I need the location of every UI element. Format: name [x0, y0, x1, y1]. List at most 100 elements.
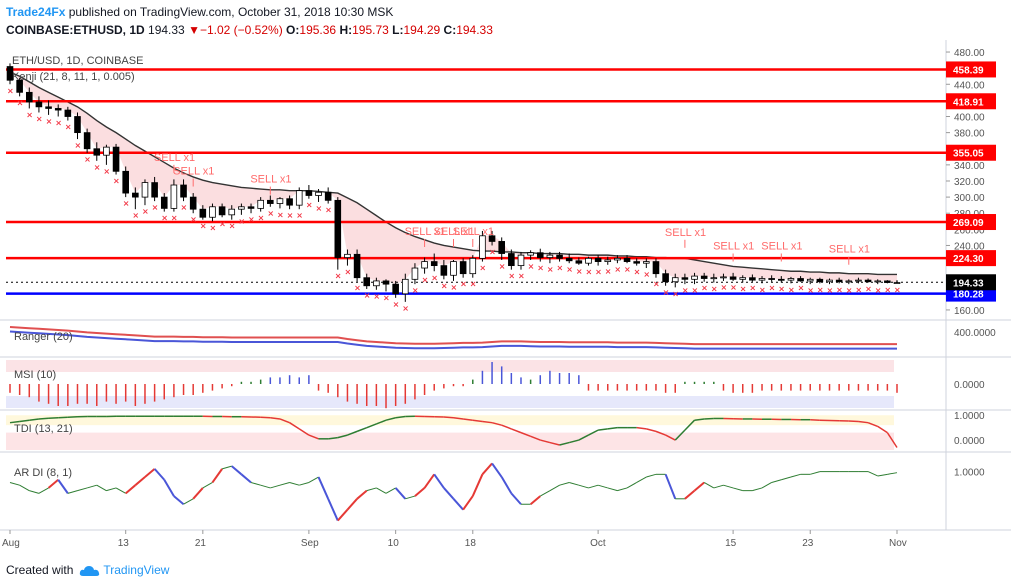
candle-body — [835, 279, 843, 283]
tdi-segment — [511, 428, 522, 434]
candle-body — [855, 279, 862, 282]
sell-signal-label: SELL x1 — [434, 226, 475, 238]
candle-body — [151, 182, 158, 198]
ardi-segment — [317, 476, 330, 500]
trail-marker: × — [720, 283, 727, 292]
candle-body — [498, 241, 505, 254]
x-tick-label: 23 — [802, 538, 814, 549]
candle-body — [758, 278, 766, 281]
trail-marker: × — [672, 289, 679, 298]
ardi-segment — [578, 484, 589, 489]
ardi-segment — [47, 478, 59, 489]
candle-body — [729, 276, 737, 280]
trail-marker: × — [219, 219, 226, 228]
close-value: 194.33 — [456, 23, 493, 37]
candle-body — [218, 206, 226, 216]
tdi-segment — [376, 419, 387, 425]
ardi-segment — [462, 495, 474, 511]
tdi-segment — [636, 426, 647, 430]
candle-body — [440, 265, 448, 276]
ardi-segment — [337, 509, 349, 522]
ardi-segment — [183, 498, 194, 505]
trail-marker: × — [354, 284, 361, 293]
trail-marker: × — [412, 286, 419, 295]
ardi-segment — [867, 471, 878, 477]
tdi-segment — [289, 422, 300, 430]
ardi-segment — [9, 481, 20, 486]
candle-body — [459, 261, 467, 275]
trail-marker: × — [711, 285, 718, 294]
trail-marker: × — [200, 222, 207, 231]
level-badge — [946, 93, 996, 110]
trail-marker: × — [238, 217, 245, 226]
tdi-segment — [694, 418, 705, 421]
footer: Created with TradingView — [6, 563, 169, 577]
ardi-segment — [346, 498, 358, 511]
chart-area[interactable]: 160.00180.00200.00220.00240.00260.00280.… — [0, 40, 1011, 560]
candle-body — [546, 254, 554, 258]
ardi-segment — [597, 484, 608, 489]
ardi-segment — [646, 473, 657, 478]
trail-marker: × — [547, 265, 554, 274]
candle-body — [614, 257, 621, 261]
ardi-segment — [376, 487, 387, 494]
sell-signal-label: SELL x1 — [405, 226, 446, 238]
candle-body — [305, 190, 313, 196]
ranger-axis-label: 400.0000 — [954, 328, 996, 339]
tdi-segment — [29, 418, 40, 421]
trail-marker: × — [422, 276, 429, 285]
trail-marker: × — [865, 285, 872, 294]
ardi-segment — [279, 481, 290, 486]
sell-signal-label: SELL x1 — [250, 174, 291, 186]
trail-marker: × — [132, 211, 139, 220]
candle-body — [565, 257, 573, 262]
ardi-segment — [617, 487, 628, 492]
ardi-segment — [240, 473, 252, 484]
trail-marker: × — [26, 110, 33, 119]
author-link[interactable]: Trade24Fx — [6, 5, 66, 19]
candle-body — [54, 108, 62, 111]
trail-marker: × — [836, 285, 843, 294]
candle-body — [575, 260, 583, 264]
candle-body — [768, 278, 775, 280]
candle-body — [893, 282, 901, 284]
candle-body — [353, 253, 361, 279]
level-label: 180.28 — [953, 290, 984, 301]
candle-body — [199, 208, 207, 218]
candle-body — [749, 277, 756, 281]
sell-signal-label: SELL x1 — [829, 244, 870, 256]
sell-signal-label: SELL x1 — [761, 240, 802, 252]
trail-marker: × — [393, 300, 400, 309]
candle-body — [527, 252, 534, 256]
tdi-segment — [472, 419, 483, 423]
trail-marker: × — [537, 264, 544, 273]
trail-marker: × — [614, 265, 621, 274]
open-value: 195.36 — [299, 23, 337, 37]
ardi-segment — [781, 476, 792, 481]
candle-body — [93, 148, 101, 156]
candle-body — [517, 254, 525, 267]
chart-header: Trade24Fx published on TradingView.com, … — [0, 0, 1011, 40]
tdi-segment — [598, 428, 608, 431]
ardi-segment — [471, 473, 484, 497]
trail-marker: × — [740, 285, 747, 294]
trail-marker: × — [682, 286, 689, 295]
tdi-segment — [347, 430, 358, 436]
ardi-segment — [270, 484, 281, 489]
tdi-segment — [674, 429, 686, 441]
tradingview-link[interactable]: TradingView — [103, 563, 170, 577]
candle-body — [189, 196, 197, 210]
trail-marker: × — [749, 284, 756, 293]
x-tick-label: Oct — [590, 538, 606, 549]
ardi-segment — [636, 476, 647, 483]
candle-body — [778, 278, 785, 281]
trail-marker: × — [884, 285, 891, 294]
tdi-segment — [578, 434, 589, 441]
candle-body — [122, 170, 129, 194]
candle-body — [286, 198, 293, 206]
y-tick-label: 440.00 — [954, 80, 985, 91]
trail-marker: × — [325, 206, 332, 215]
candle-body — [373, 280, 380, 287]
ardi-segment — [192, 487, 204, 500]
ardi-segment — [144, 468, 156, 478]
